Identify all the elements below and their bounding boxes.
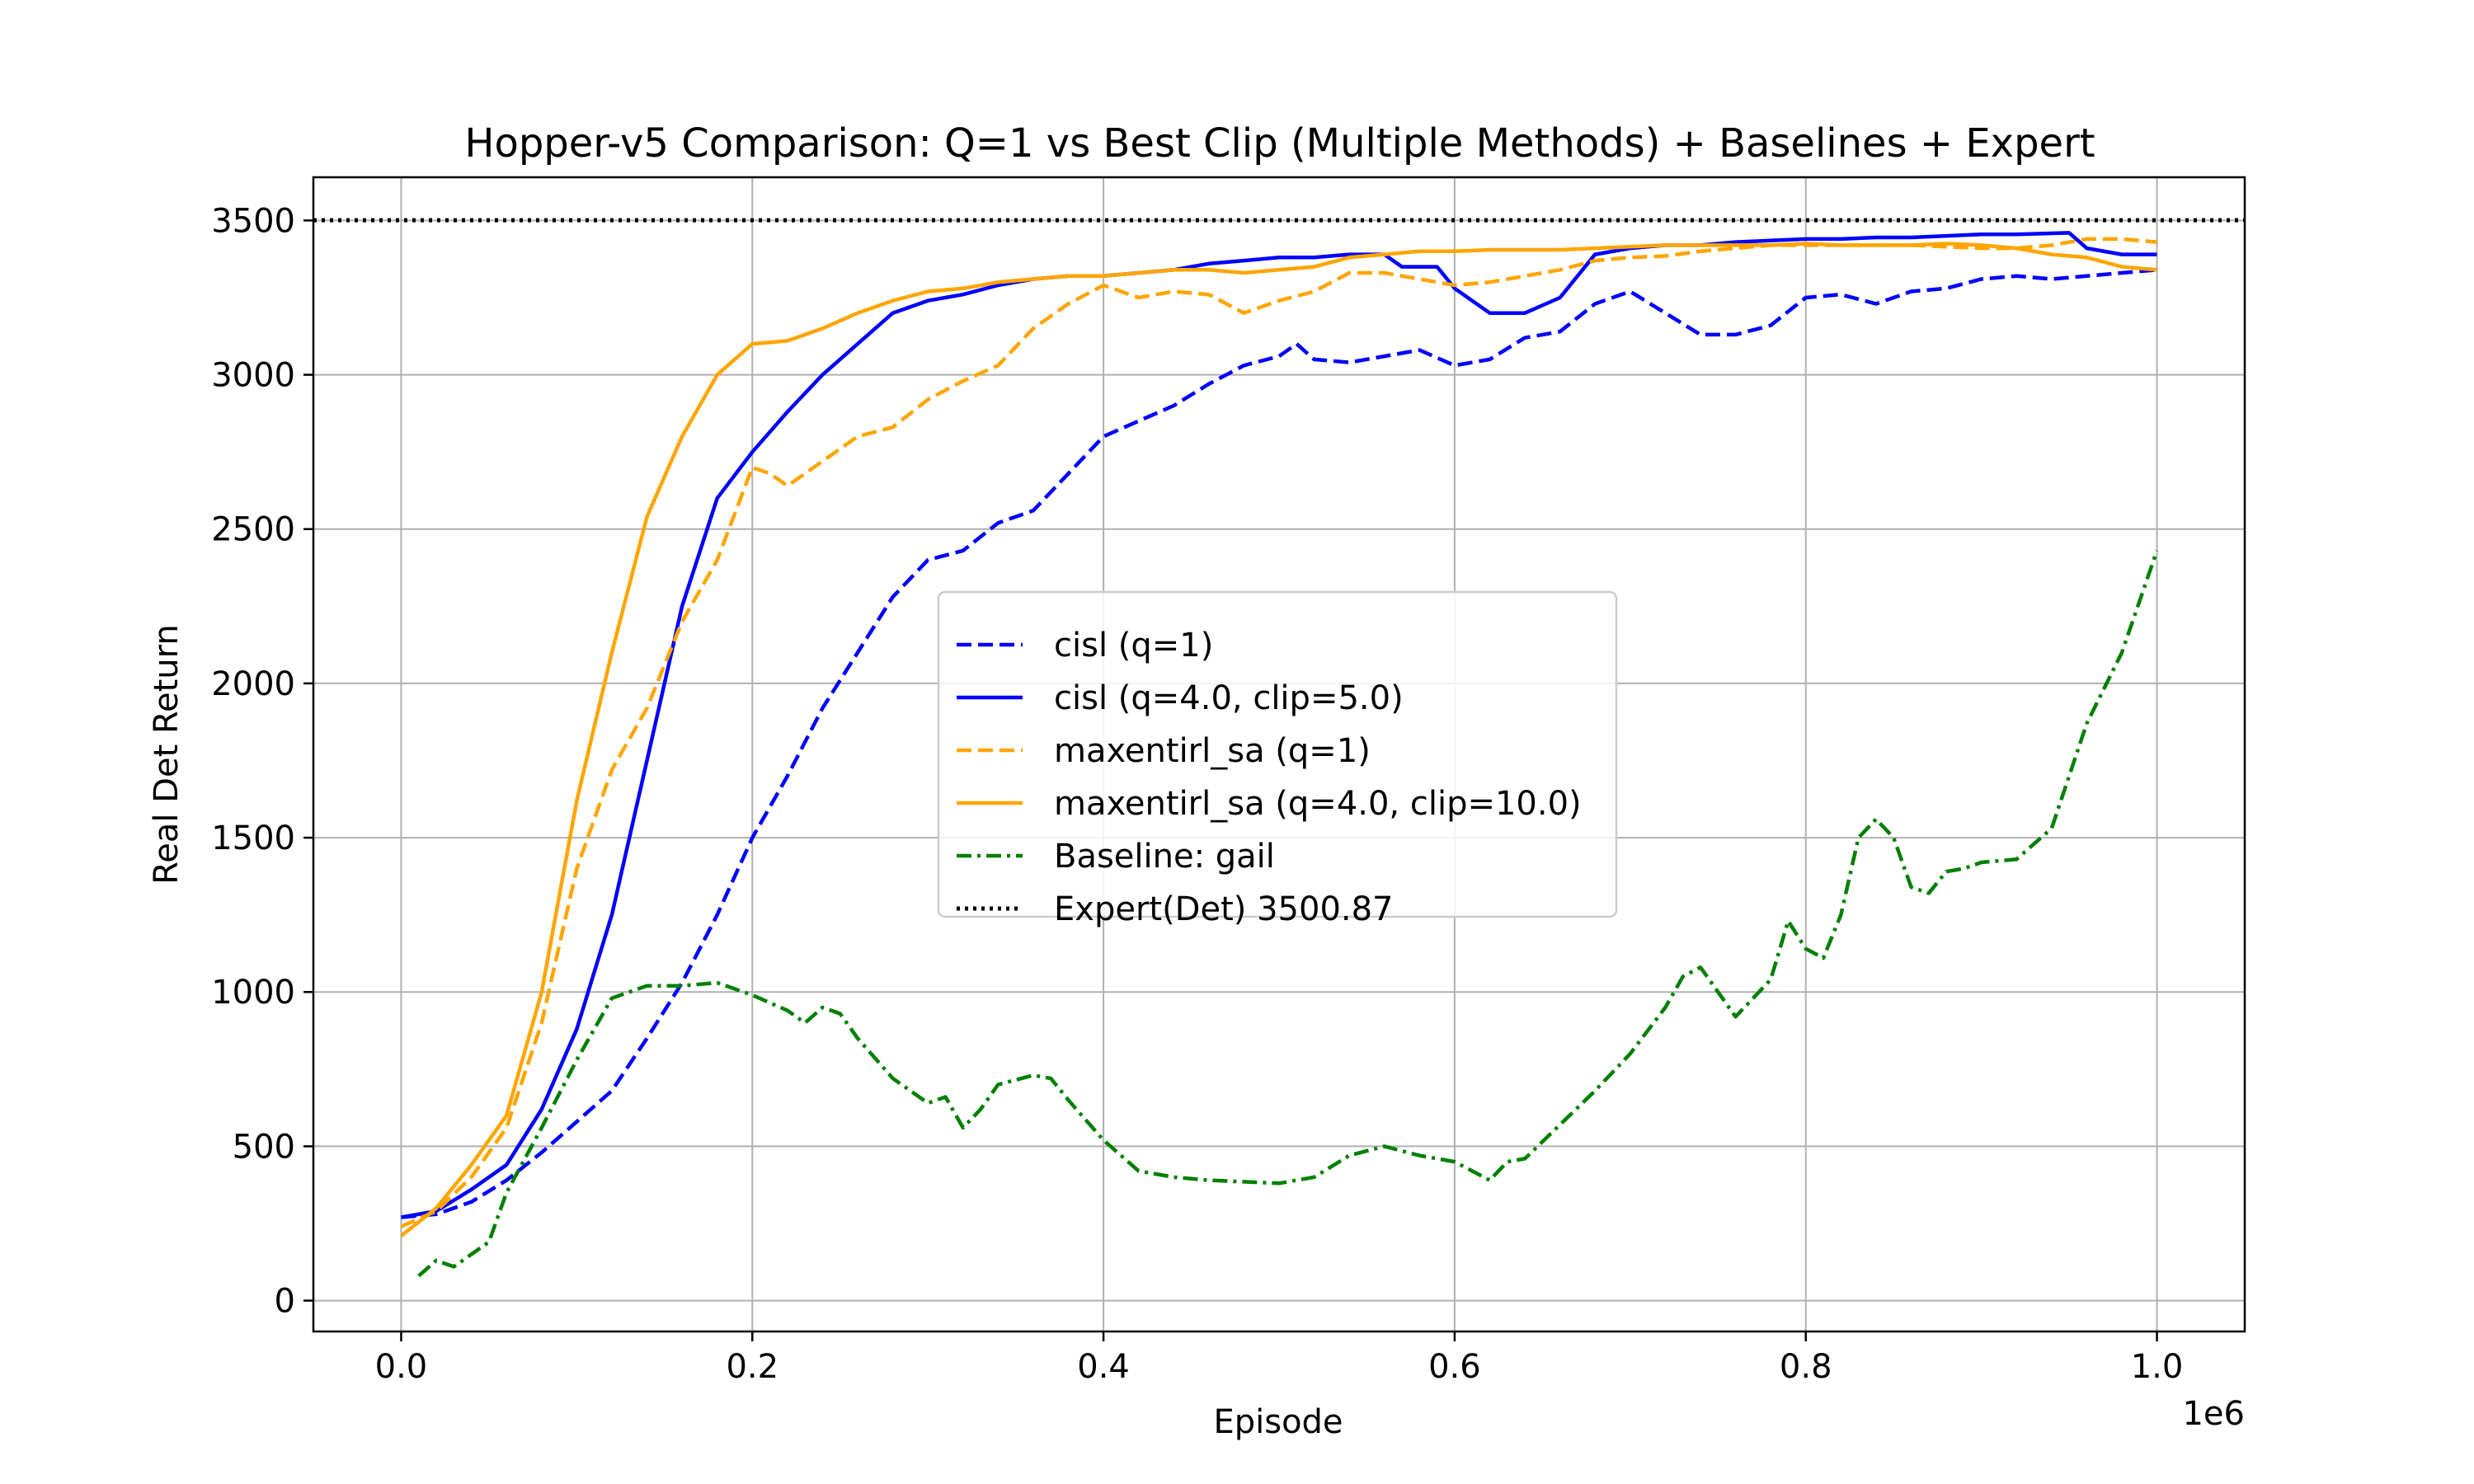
legend-label-3: maxentirl_sa (q=4.0, clip=10.0) xyxy=(1054,785,1582,823)
x-axis-offset-label: 1e6 xyxy=(2182,1395,2245,1433)
legend-box xyxy=(937,590,1618,918)
legend-label-0: cisl (q=1) xyxy=(1054,627,1213,665)
y-tick-label: 3500 xyxy=(211,202,295,240)
legend-label-5: Expert(Det) 3500.87 xyxy=(1054,890,1394,928)
series-line-4 xyxy=(417,550,2159,1278)
legend-entries: cisl (q=1) cisl (q=4.0, clip=5.0) maxentir… xyxy=(957,627,1582,928)
plot-area-frame xyxy=(312,176,2246,1333)
legend-label-2: maxentirl_sa (q=1) xyxy=(1054,732,1371,770)
x-tick-label: 0.6 xyxy=(1428,1348,1481,1386)
y-axis-label: Real Det Return xyxy=(148,624,186,885)
series-line-3 xyxy=(400,242,2157,1237)
axis-ticks: 0.0 0.2 0.4 0.6 0.8 1.0 0 500 1000 1500 2000 2500 30… xyxy=(211,202,2183,1386)
chart-title: Hopper-v5 Comparison: Q=1 vs Best Clip (… xyxy=(464,120,2095,167)
x-tick-label: 0.0 xyxy=(375,1348,428,1386)
y-tick-label: 1500 xyxy=(211,819,295,857)
x-tick-label: 0.8 xyxy=(1780,1348,1832,1386)
x-tick-label: 0.4 xyxy=(1077,1348,1130,1386)
x-axis-label: Episode xyxy=(1213,1403,1343,1441)
legend-label-4: Baseline: gail xyxy=(1054,838,1275,876)
y-tick-label: 1000 xyxy=(211,974,295,1012)
y-tick-label: 0 xyxy=(275,1283,295,1321)
y-tick-label: 500 xyxy=(233,1128,295,1166)
legend: cisl (q=1) cisl (q=4.0, clip=5.0) maxentir… xyxy=(937,590,1618,928)
series-lines xyxy=(313,218,2245,1278)
y-tick-label: 3000 xyxy=(211,357,295,395)
y-tick-label: 2000 xyxy=(211,665,295,703)
series-line-1 xyxy=(401,231,2157,1219)
y-tick-label: 2500 xyxy=(211,511,295,549)
legend-label-1: cisl (q=4.0, clip=5.0) xyxy=(1054,679,1404,717)
x-tick-label: 1.0 xyxy=(2131,1348,2184,1386)
series-line-0 xyxy=(401,268,2157,1219)
x-tick-label: 0.2 xyxy=(726,1348,778,1386)
